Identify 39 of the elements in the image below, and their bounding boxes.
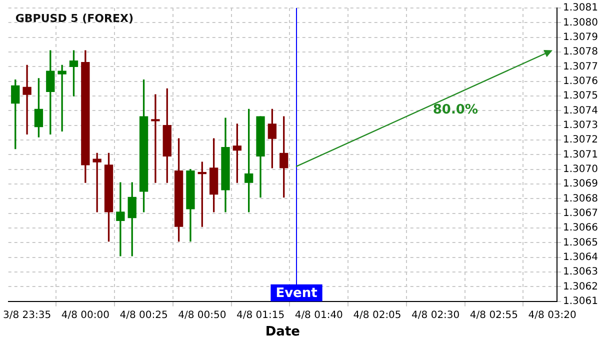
y-tick-label: 1.3070 bbox=[563, 164, 598, 175]
y-tick-label: 1.3064 bbox=[563, 252, 598, 263]
y-tick-label: 1.3061 bbox=[563, 296, 598, 307]
y-tick-label: 1.3069 bbox=[563, 178, 598, 190]
candlestick bbox=[58, 64, 66, 132]
x-tick-label: 4/8 00:00 bbox=[61, 310, 110, 321]
x-tick-label: 4/8 02:55 bbox=[470, 310, 518, 321]
y-tick-label: 1.3065 bbox=[563, 237, 598, 248]
y-tick-label: 1.3081 bbox=[563, 2, 598, 14]
x-axis-title: Date bbox=[265, 324, 300, 340]
ref-line-label: Event bbox=[276, 286, 318, 301]
y-tick-label: 1.3071 bbox=[563, 149, 598, 160]
chart-title: GBPUSD 5 (FOREX) bbox=[15, 12, 134, 25]
y-tick-label: 1.3074 bbox=[563, 105, 598, 116]
y-tick-label: 1.3067 bbox=[563, 208, 598, 219]
y-tick-label: 1.3062 bbox=[563, 281, 598, 292]
x-tick-label: 4/8 00:50 bbox=[178, 310, 226, 321]
candlestick bbox=[151, 94, 160, 183]
y-tick-label: 1.3077 bbox=[563, 61, 598, 72]
y-tick-label: 1.3080 bbox=[563, 17, 598, 28]
y-tick-label: 1.3073 bbox=[563, 120, 598, 131]
y-tick-label: 1.3075 bbox=[563, 90, 598, 102]
x-tick-label: 4/8 03:20 bbox=[528, 310, 576, 321]
y-tick-label: 1.3078 bbox=[563, 46, 598, 58]
y-tick-label: 1.3072 bbox=[563, 134, 598, 146]
x-tick-label: 3/8 23:35 bbox=[3, 310, 52, 321]
x-tick-label: 4/8 02:05 bbox=[353, 310, 402, 321]
y-tick-label: 1.3079 bbox=[563, 32, 598, 43]
x-tick-label: 4/8 00:25 bbox=[120, 310, 168, 321]
annotation: 80.0% bbox=[432, 102, 478, 118]
x-tick-label: 4/8 01:40 bbox=[294, 310, 343, 321]
y-tick-label: 1.3068 bbox=[563, 193, 598, 204]
x-tick-label: 4/8 01:15 bbox=[236, 310, 285, 321]
y-tick-label: 1.3076 bbox=[563, 76, 598, 87]
x-tick-label: 4/8 02:30 bbox=[412, 310, 460, 321]
y-tick-label: 1.3066 bbox=[563, 222, 598, 234]
y-tick-label: 1.3063 bbox=[563, 266, 598, 278]
candlestick bbox=[116, 182, 125, 256]
candlestick bbox=[22, 64, 32, 134]
